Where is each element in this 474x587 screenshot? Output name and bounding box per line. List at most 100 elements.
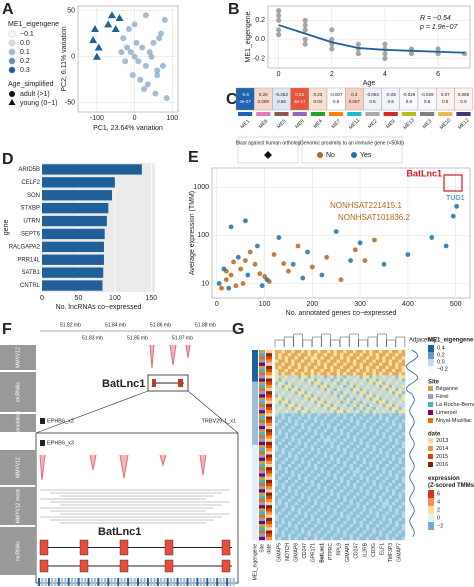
heat-cell — [291, 511, 295, 515]
coordinate: 51.87 mb — [172, 335, 193, 341]
heat-cell — [307, 422, 311, 427]
heat-cell — [369, 403, 373, 408]
heat-cell — [340, 403, 344, 408]
heat-cell — [333, 511, 337, 515]
density — [77, 578, 80, 586]
heat-cell — [333, 470, 337, 474]
heat-cell — [317, 517, 321, 522]
side-bar — [266, 457, 272, 462]
point — [233, 283, 239, 289]
heat-cell — [398, 536, 402, 541]
heat-cell — [278, 470, 282, 474]
heat-cell — [323, 384, 328, 389]
heat-cell — [281, 369, 285, 373]
heat-cell — [388, 426, 393, 430]
heat-cell — [275, 429, 279, 433]
heat-cell — [336, 457, 341, 462]
heat-cell — [379, 533, 383, 538]
heat-cell — [369, 378, 373, 382]
point — [276, 235, 282, 240]
heat-cell — [353, 470, 357, 474]
heat-cell — [372, 422, 376, 427]
point — [257, 271, 263, 277]
heat-cell — [392, 470, 396, 474]
heat-cell — [301, 378, 305, 382]
heat-cell — [323, 422, 328, 427]
heat-cell — [275, 473, 279, 477]
heat-cell — [288, 391, 292, 395]
heat-cell — [281, 422, 285, 427]
heat-cell — [333, 483, 337, 487]
heat-cell — [323, 397, 328, 401]
heat-cell — [336, 473, 341, 477]
heat-cell — [379, 530, 383, 534]
heat-cell — [278, 508, 282, 512]
heat-cell — [388, 473, 393, 477]
heat-cell — [307, 426, 311, 430]
heat-cell — [392, 536, 396, 541]
heat-cell — [359, 492, 363, 496]
heat-cell — [323, 429, 328, 433]
heat-cell — [372, 353, 376, 357]
point — [154, 67, 161, 74]
heat-cell — [333, 416, 337, 420]
heat-cell — [307, 495, 311, 500]
heat-cell — [291, 479, 295, 484]
heat-cell — [304, 524, 308, 528]
heat-cell — [340, 413, 344, 417]
heat-cell — [362, 353, 367, 357]
heat-cell — [275, 524, 279, 528]
heat-cell — [369, 381, 373, 386]
heat-cell — [333, 438, 337, 443]
heat-cell — [388, 403, 393, 408]
heat-cell — [392, 381, 396, 386]
side-bar — [252, 419, 258, 424]
heat-cell — [307, 353, 311, 357]
heat-cell — [349, 514, 354, 519]
heat-cell — [323, 441, 328, 446]
heat-cell — [288, 353, 292, 357]
heat-cell — [333, 350, 337, 354]
heat-cell — [288, 397, 292, 401]
heat-cell — [343, 372, 347, 376]
heat-cell — [288, 527, 292, 531]
legend-label: Béganne — [436, 386, 458, 392]
heat-cell — [333, 375, 337, 379]
heat-cell — [343, 388, 347, 392]
heat-cell — [388, 508, 393, 512]
heat-cell — [336, 536, 341, 541]
heat-cell — [297, 429, 302, 433]
heat-cell — [346, 356, 350, 360]
heat-cell — [349, 473, 354, 477]
heat-cell — [385, 464, 389, 468]
y-tick-label: PRR14L — [17, 257, 40, 263]
point — [89, 36, 98, 44]
heat-cell — [278, 407, 282, 411]
heat-cell — [294, 359, 298, 363]
heat-cell — [356, 350, 360, 354]
heat-cell — [395, 511, 399, 515]
side-bar — [259, 407, 265, 411]
heat-cell — [294, 536, 298, 541]
cell-r: -0.029 — [403, 92, 416, 97]
heat-cell — [359, 441, 363, 446]
heat-cell — [301, 533, 305, 538]
heat-cell — [333, 498, 337, 503]
heat-cell — [382, 400, 386, 405]
heat-cell — [294, 429, 298, 433]
heat-cell — [353, 483, 357, 487]
cell-r: 0.62 — [295, 92, 304, 97]
heat-cell — [375, 372, 380, 376]
side-bar — [266, 400, 272, 405]
heat-cell — [349, 350, 354, 354]
heat-cell — [356, 498, 360, 503]
heat-cell — [398, 470, 402, 474]
side-bar — [259, 460, 265, 465]
heat-cell — [288, 457, 292, 462]
heat-cell — [297, 416, 302, 420]
side-bar — [266, 438, 272, 443]
legend-label: 0.4 — [437, 345, 445, 351]
heat-cell — [395, 410, 399, 414]
heat-cell — [369, 467, 373, 471]
heat-cell — [379, 536, 383, 541]
